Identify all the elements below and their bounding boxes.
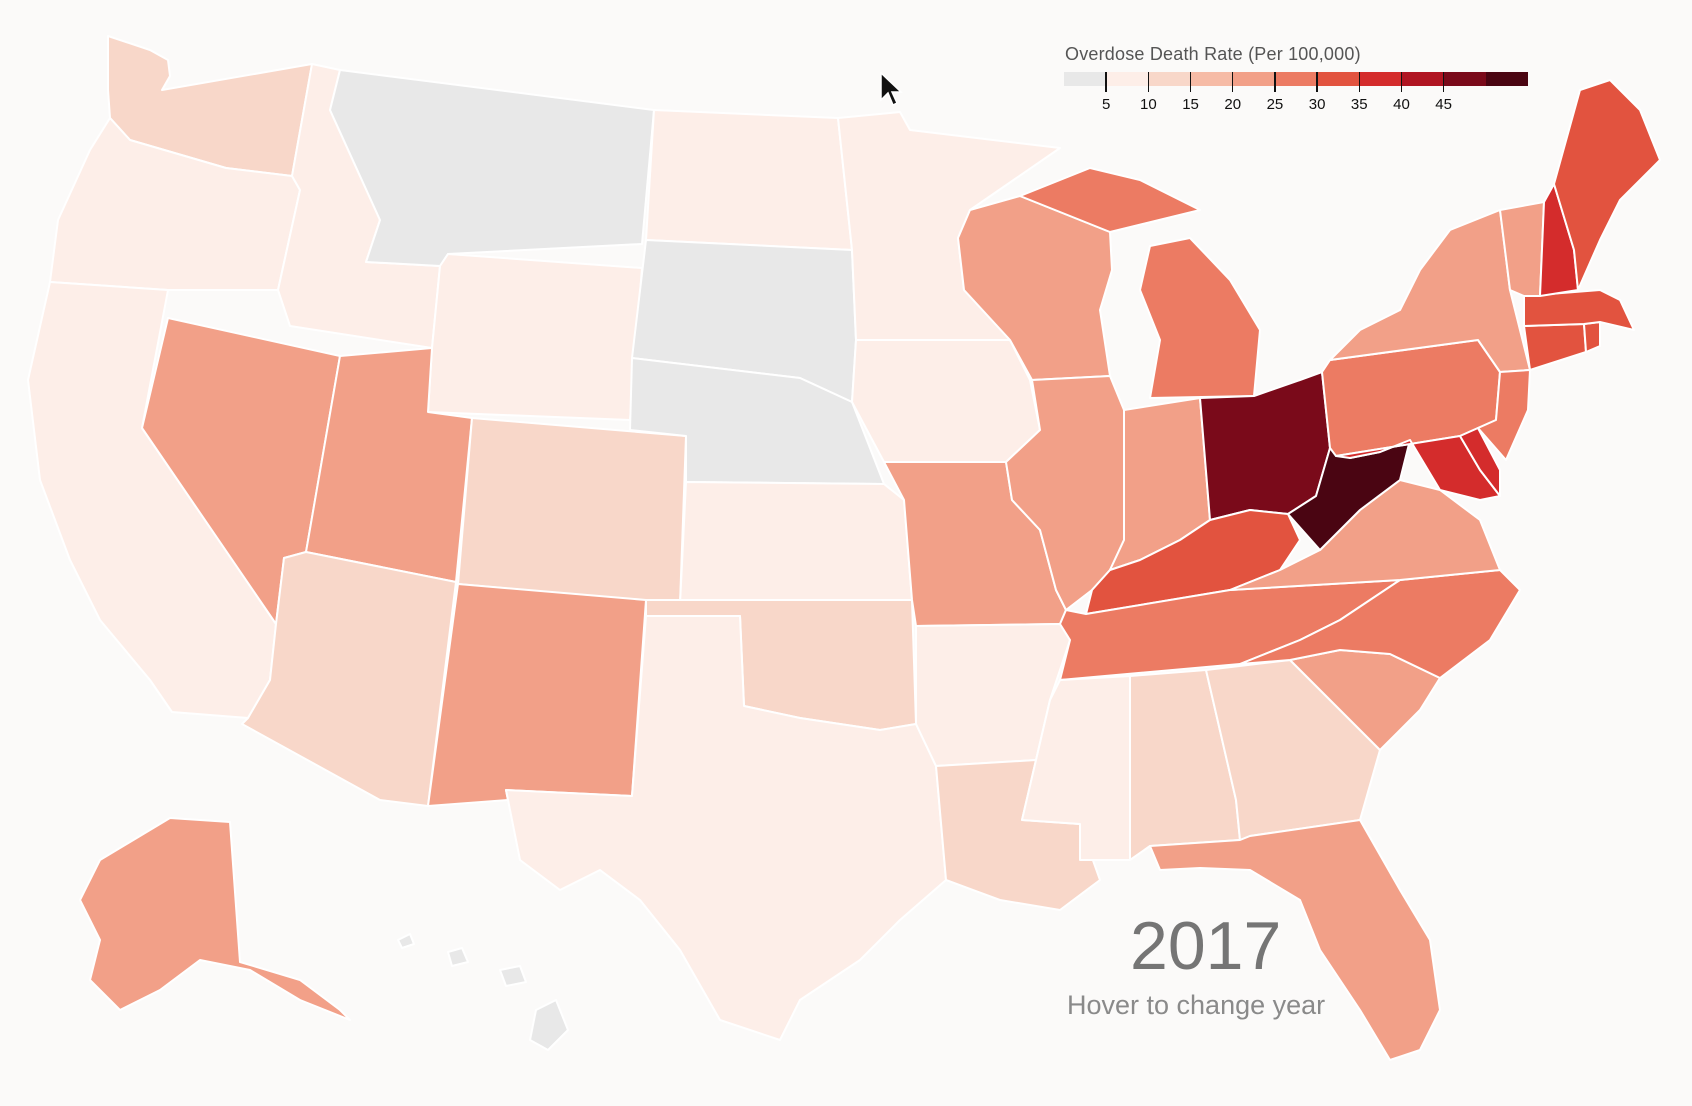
state-FA[interactable]: [1149, 819, 1441, 1061]
legend-tick: [1147, 72, 1150, 92]
legend-swatch: [1148, 72, 1191, 86]
state-HI[interactable]: [397, 933, 569, 1051]
state-IA[interactable]: [851, 339, 1041, 463]
legend-swatch: [1190, 72, 1233, 86]
legend-tick-label: 40: [1393, 96, 1410, 113]
mouse-cursor-icon: [880, 72, 903, 107]
legend-swatch: [1401, 72, 1444, 86]
state-KS[interactable]: [679, 481, 913, 605]
state-KY[interactable]: [1085, 509, 1301, 615]
legend-swatch: [1106, 72, 1149, 86]
legend-tick: [1400, 72, 1403, 92]
legend-tick: [1274, 72, 1276, 92]
legend-tick-label: 5: [1102, 96, 1111, 113]
hover-hint-text: Hover to change year: [1067, 990, 1326, 1020]
legend-tick-label: 15: [1182, 96, 1199, 113]
legend-tick-label: 30: [1308, 96, 1326, 113]
legend-tick: [1358, 72, 1361, 92]
state-ND[interactable]: [645, 109, 853, 251]
state-MS[interactable]: [1021, 675, 1131, 861]
state-TX[interactable]: [505, 615, 947, 1041]
legend-swatch: [1064, 72, 1107, 86]
legend-tick: [1442, 72, 1445, 92]
legend-swatch: [1232, 72, 1275, 86]
legend-tick: [1316, 72, 1318, 92]
state-CO[interactable]: [457, 417, 687, 605]
legend-title: Overdose Death Rate (Per 100,000): [1065, 44, 1361, 64]
state-MA[interactable]: [1523, 289, 1635, 331]
state-ME[interactable]: [1553, 79, 1661, 291]
state-CT[interactable]: [1523, 323, 1587, 371]
state-VA[interactable]: [1229, 479, 1501, 591]
legend-tick-label: 20: [1224, 96, 1242, 113]
legend-swatch: [1359, 72, 1402, 86]
legend-tick-label: 35: [1350, 96, 1368, 113]
legend-swatch: [1317, 72, 1360, 86]
legend-color-bar: [1064, 72, 1529, 86]
legend-tick-label: 10: [1140, 96, 1157, 113]
legend-swatch: [1485, 72, 1529, 86]
legend-tick: [1231, 72, 1234, 92]
state-NJ[interactable]: [1477, 369, 1531, 461]
state-NM[interactable]: [427, 583, 647, 807]
legend-swatch: [1274, 72, 1318, 86]
legend: Overdose Death Rate (Per 100,000) 5 10 15 2…: [1063, 44, 1533, 114]
legend-tick-label: 45: [1435, 96, 1452, 113]
legend-tick: [1105, 72, 1107, 92]
state-AK[interactable]: [79, 817, 351, 1021]
state-AZ[interactable]: [241, 551, 457, 807]
state-RI[interactable]: [1583, 321, 1601, 353]
state-MT[interactable]: [329, 69, 655, 267]
legend-swatch: [1443, 72, 1486, 86]
state-WY[interactable]: [427, 253, 643, 421]
state-DE[interactable]: [1459, 427, 1501, 497]
year-label: 2017: [1130, 908, 1282, 984]
legend-tick: [1189, 72, 1192, 92]
state-NC[interactable]: [1239, 569, 1521, 679]
legend-tick-label: 25: [1266, 96, 1284, 113]
state-VT[interactable]: [1499, 201, 1545, 297]
